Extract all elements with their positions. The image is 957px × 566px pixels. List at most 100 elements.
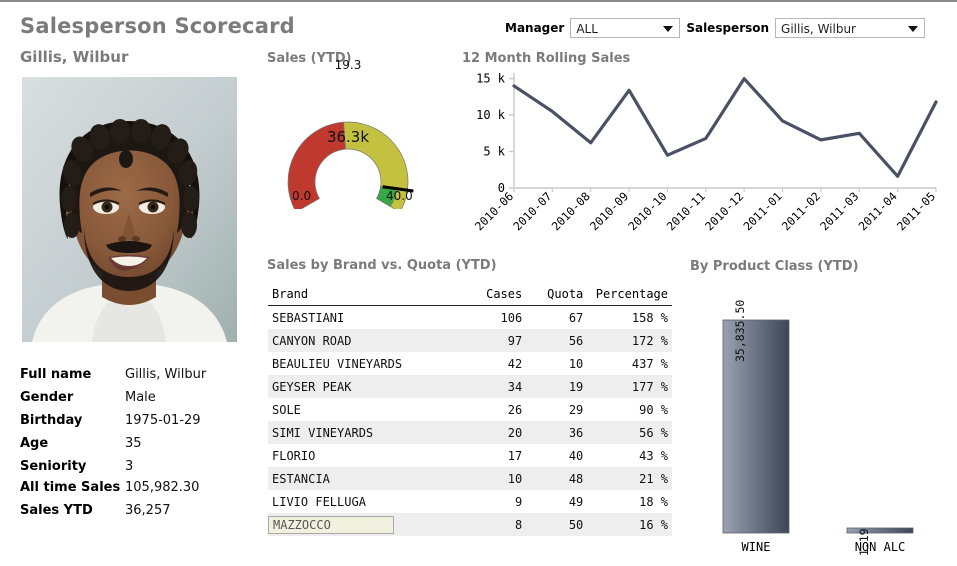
table-row[interactable]: SEBASTIANI 106 67 158 % (268, 306, 672, 330)
table-row[interactable]: MAZZOCCO 8 50 16 % (268, 513, 672, 536)
table-row[interactable]: CANYON ROAD 97 56 172 % (268, 329, 672, 352)
bar-non-alc (846, 527, 914, 534)
cell-brand[interactable]: SEBASTIANI (272, 310, 345, 325)
cell-cases: 42 (507, 356, 523, 371)
column-header-brand: Brand (268, 285, 462, 306)
productclass-section-title: By Product Class (YTD) (690, 259, 859, 274)
bar-value-label: 421.19 (857, 528, 871, 557)
x-tick-label: 2010-09 (587, 189, 631, 233)
detail-value: Gillis, Wilbur (125, 367, 207, 382)
detail-row: Gender Male (20, 390, 260, 405)
cell-percentage: 90 % (639, 402, 668, 417)
table-row[interactable]: SOLE 26 29 90 % (268, 398, 672, 421)
gauge-value-label: 36.3k (326, 128, 370, 146)
gauge-threshold-label: 19.3 (334, 58, 362, 72)
salesperson-select-value: Gillis, Wilbur (781, 22, 856, 36)
bar-category-label: NON ALC (855, 540, 906, 554)
detail-row: Seniority 3 (20, 459, 260, 474)
salesperson-photo (22, 77, 237, 342)
cell-brand[interactable]: BEAULIEU VINEYARDS (272, 356, 403, 371)
cell-cases: 8 (461, 513, 527, 536)
detail-value: 35 (125, 436, 142, 451)
detail-key: All time Sales (20, 480, 121, 495)
cell-cases: 9 (515, 494, 523, 509)
filter-bar: Manager ALL Salesperson Gillis, Wilbur (505, 18, 926, 38)
x-tick-label: 2011-04 (856, 189, 900, 233)
cell-percentage: 177 % (587, 375, 672, 398)
cell-brand[interactable]: SOLE (272, 402, 301, 417)
y-tick-label: 5 k (483, 145, 505, 159)
cell-percentage: 43 % (639, 448, 668, 463)
column-header-cases: Cases (461, 285, 527, 306)
cell-brand[interactable]: LIVIO FELLUGA (272, 494, 366, 509)
detail-value: 1975-01-29 (125, 413, 201, 428)
manager-filter-label: Manager (505, 21, 565, 35)
cell-percentage: 158 % (631, 310, 668, 325)
cell-brand[interactable]: GEYSER PEAK (268, 375, 462, 398)
cell-quota: 10 (568, 356, 584, 371)
cell-brand[interactable]: MAZZOCCO (268, 513, 462, 536)
table-row[interactable]: SIMI VINEYARDS 20 36 56 % (268, 421, 672, 444)
cell-quota: 36 (526, 421, 588, 444)
cell-cases: 26 (507, 402, 523, 417)
table-row[interactable]: LIVIO FELLUGA 9 49 18 % (268, 490, 672, 513)
detail-key: Gender (20, 390, 74, 405)
manager-select-value: ALL (576, 22, 598, 36)
salesperson-select[interactable]: Gillis, Wilbur (775, 18, 926, 38)
cell-cases: 10 (461, 467, 527, 490)
cell-percentage: 437 % (631, 356, 668, 371)
table-row[interactable]: FLORIO 17 40 43 % (268, 444, 672, 467)
table-row[interactable]: BEAULIEU VINEYARDS 42 10 437 % (268, 352, 672, 375)
cell-cases: 17 (507, 448, 523, 463)
cell-cases: 34 (461, 375, 527, 398)
gauge-section-title: Sales (YTD) (267, 51, 352, 66)
cell-quota: 56 (526, 329, 588, 352)
x-tick-label: 2011-01 (740, 189, 784, 233)
y-tick-label: 10 k (476, 108, 506, 122)
detail-row: Birthday 1975-01-29 (20, 413, 260, 428)
table-row[interactable]: ESTANCIA 10 48 21 % (268, 467, 672, 490)
table-row[interactable]: GEYSER PEAK 34 19 177 % (268, 375, 672, 398)
cell-cases: 20 (461, 421, 527, 444)
detail-key: Seniority (20, 459, 87, 474)
cell-quota: 40 (568, 448, 584, 463)
person-details: Full name Gillis, Wilbur Gender Male Bir… (20, 367, 260, 526)
highlighted-brand-cell[interactable]: MAZZOCCO (268, 515, 394, 534)
detail-key: Full name (20, 367, 92, 382)
cell-quota: 49 (568, 494, 584, 509)
gauge-min-label: 0.0 (292, 189, 312, 203)
sales-line-series (512, 77, 938, 178)
x-tick-label: 2010-07 (510, 189, 554, 233)
cell-cases: 106 (500, 310, 523, 325)
detail-key: Sales YTD (20, 503, 93, 518)
gauge-needle (382, 185, 414, 193)
detail-row: Age 35 (20, 436, 260, 451)
detail-row: Sales YTD 36,257 (20, 503, 260, 518)
table-header-row: Brand Cases Quota Percentage (268, 285, 672, 306)
salesperson-filter-label: Salesperson (686, 21, 770, 35)
manager-select[interactable]: ALL (570, 18, 681, 38)
cell-cases: 97 (461, 329, 527, 352)
table-section-title: Sales by Brand vs. Quota (YTD) (267, 258, 497, 273)
cell-brand[interactable]: ESTANCIA (268, 467, 462, 490)
x-tick-label: 2010-08 (549, 189, 593, 233)
x-tick-label: 2010-06 (472, 189, 516, 233)
selected-person-name: Gillis, Wilbur (20, 48, 129, 66)
y-tick-label: 0 (498, 181, 505, 195)
cell-quota: 48 (526, 467, 588, 490)
cell-brand[interactable]: FLORIO (272, 448, 316, 463)
sales-ytd-gauge: 19.3 36.3k 0.0 40.0 (268, 58, 428, 209)
cell-brand[interactable]: CANYON ROAD (268, 329, 462, 352)
gauge-band-0 (287, 121, 346, 209)
x-tick-label: 2011-05 (894, 189, 938, 233)
cell-brand[interactable]: SIMI VINEYARDS (268, 421, 462, 444)
line-section-title: 12 Month Rolling Sales (462, 51, 631, 66)
gauge-target-band (376, 186, 397, 207)
bar-value-label: 35,835.50 (733, 300, 747, 362)
detail-value: 36,257 (125, 503, 171, 518)
x-tick-label: 2010-12 (702, 189, 746, 233)
cell-percentage: 56 % (587, 421, 672, 444)
cell-quota: 50 (526, 513, 588, 536)
detail-row: All time Sales 105,982.30 (20, 480, 260, 495)
